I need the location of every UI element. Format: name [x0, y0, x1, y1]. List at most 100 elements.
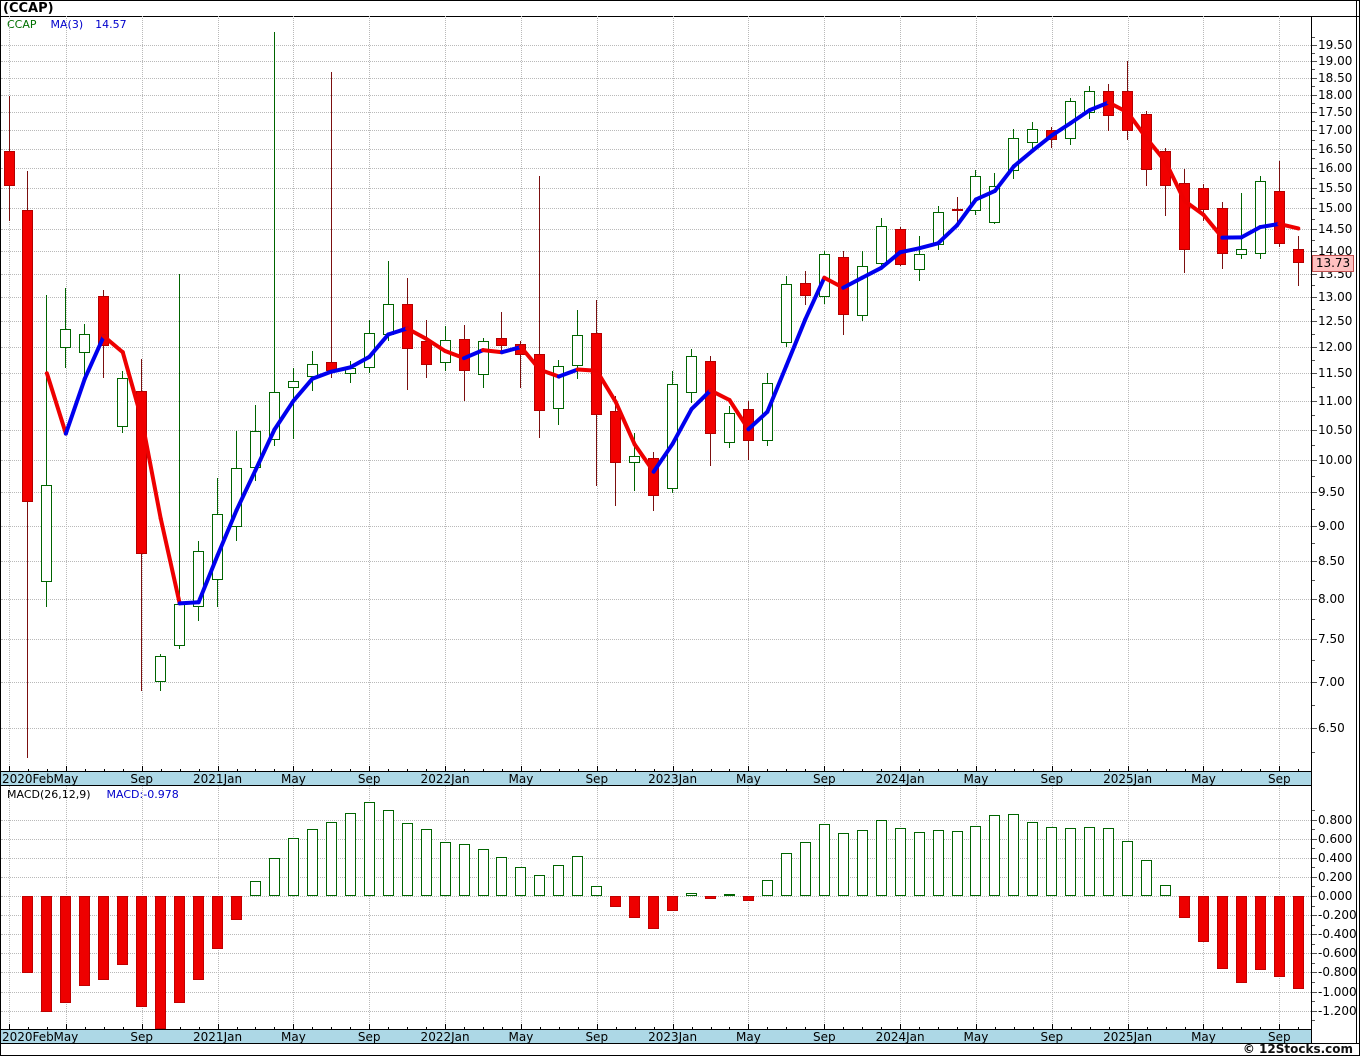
macd-bar [1103, 827, 1115, 896]
date-axis-minor-tick [1070, 769, 1072, 771]
date-axis-minor-tick [293, 1027, 295, 1029]
price-axis-label: 14.00 [1318, 244, 1353, 258]
price-axis-minor-tick [1311, 218, 1315, 220]
price-axis-tick [1311, 112, 1317, 114]
candlestick [875, 226, 887, 265]
macd-bar [344, 812, 356, 896]
date-axis-label: 2025Jan [1103, 772, 1153, 786]
date-axis-label: May [1191, 1030, 1216, 1044]
date-axis-label: May [1191, 772, 1216, 786]
date-axis-tick [975, 1024, 977, 1029]
candlestick [837, 257, 849, 315]
symbol-label: CCAP [7, 18, 37, 31]
date-axis-minor-tick [84, 1027, 86, 1029]
date-axis-label: 2021Jan [193, 1030, 243, 1044]
macd-axis-tick [1311, 838, 1317, 840]
date-axis-minor-tick [350, 769, 352, 771]
macd-axis-label: -0.200 [1318, 908, 1357, 923]
macd-bar [591, 886, 603, 896]
macd-bar [1027, 821, 1039, 896]
macd-bar [268, 857, 280, 896]
date-axis-minor-tick [388, 1027, 390, 1029]
macd-gridline [1, 838, 1311, 840]
date-axis-minor-tick [274, 1027, 276, 1029]
date-gridline [445, 786, 447, 1029]
macd-bar [249, 880, 261, 896]
date-axis-minor-tick [84, 769, 86, 771]
candlestick [856, 266, 868, 316]
price-axis-line [1311, 16, 1312, 1043]
macd-bar [629, 896, 641, 918]
price-axis-tick [1311, 167, 1317, 169]
date-axis-tick [824, 766, 826, 771]
date-axis-label: 2022Jan [420, 772, 470, 786]
price-gridline [1, 273, 1311, 275]
macd-bar [1273, 896, 1285, 978]
date-axis-tick [900, 1024, 902, 1029]
price-axis-minor-tick [1311, 359, 1315, 361]
macd-axis-tick [1311, 915, 1317, 917]
candlestick [344, 367, 356, 374]
price-axis-label: 16.00 [1318, 160, 1353, 175]
candlestick [249, 431, 261, 469]
date-axis-tick [975, 766, 977, 771]
macd-bar [875, 819, 887, 896]
macd-bar [306, 829, 318, 896]
price-gridline [1, 167, 1311, 169]
date-axis-minor-tick [577, 769, 579, 771]
date-gridline [824, 786, 826, 1029]
date-axis-label: Sep [1040, 1030, 1064, 1044]
date-gridline [748, 16, 750, 771]
price-gridline [1, 561, 1311, 563]
date-axis-label: Sep [585, 1030, 609, 1044]
page-title: (CCAP) [3, 1, 54, 16]
date-gridline [445, 16, 447, 771]
date-axis-tick [1279, 1024, 1281, 1029]
date-axis-minor-tick [748, 769, 750, 771]
candlestick [1254, 180, 1266, 255]
macd-bar [970, 826, 982, 896]
date-axis-minor-tick [141, 769, 143, 771]
date-axis-minor-tick [1146, 769, 1148, 771]
date-gridline [900, 786, 902, 1029]
date-axis-minor-tick [1146, 1027, 1148, 1029]
macd-axis-tick [1311, 1010, 1317, 1012]
macd-bar [1084, 827, 1096, 896]
candlestick [1273, 190, 1285, 245]
price-axis-tick [1311, 45, 1317, 46]
copyright-link[interactable]: © 12Stocks.com [1242, 1042, 1353, 1056]
candle-wick [387, 261, 389, 342]
macd-axis-minor-tick [1311, 924, 1315, 926]
macd-bar [723, 894, 735, 897]
price-axis-label: 9.00 [1318, 518, 1345, 533]
macd-bar [401, 823, 413, 896]
macd-axis-tick [1311, 876, 1317, 878]
date-axis-tick [445, 766, 447, 771]
candlestick [136, 390, 148, 554]
macd-bar [382, 810, 394, 896]
date-axis-tick [596, 766, 598, 771]
price-axis-tick [1311, 130, 1317, 132]
price-gridline [1, 208, 1311, 210]
price-axis-label: 10.50 [1318, 422, 1353, 437]
date-axis-minor-tick [27, 769, 29, 771]
candle-wick [330, 72, 332, 378]
date-axis-minor-tick [198, 1027, 200, 1029]
price-gridline [1, 130, 1311, 132]
date-axis-minor-tick [824, 769, 826, 771]
date-axis-tick [369, 766, 371, 771]
candlestick [60, 328, 72, 348]
date-axis-minor-tick [577, 1027, 579, 1029]
price-axis-tick [1311, 561, 1317, 563]
date-axis-minor-tick [1127, 769, 1129, 771]
date-axis-minor-tick [805, 769, 807, 771]
macd-bar [761, 879, 773, 896]
macd-bar [837, 832, 849, 896]
macd-bar [553, 865, 565, 896]
macd-bar [799, 841, 811, 896]
date-axis-minor-tick [596, 769, 598, 771]
date-axis-minor-tick [27, 1027, 29, 1029]
date-axis-tick [520, 766, 522, 771]
date-gridline [748, 786, 750, 1029]
macd-bar [420, 829, 432, 896]
